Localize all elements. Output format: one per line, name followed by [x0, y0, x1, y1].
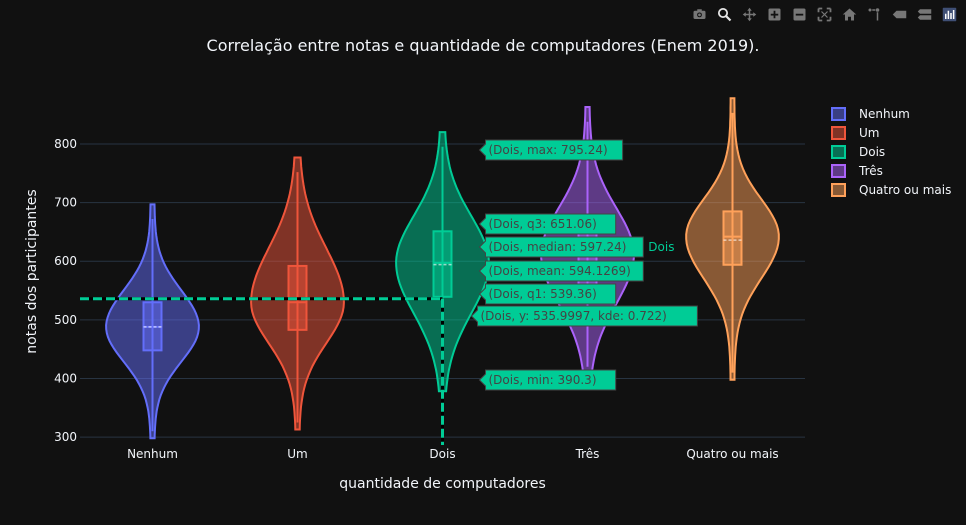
legend-swatch [831, 126, 846, 140]
violin-nenhum[interactable] [105, 203, 200, 440]
violin-um[interactable] [250, 156, 345, 431]
hover-label-text: (Dois, y: 535.9997, kde: 0.722) [481, 309, 667, 323]
hover-trace-name: Dois [648, 240, 674, 254]
violin-box [722, 210, 743, 266]
y-tick-label: 600 [54, 254, 77, 268]
hover-label: (Dois, q3: 651.06) [478, 213, 617, 235]
x-tick-label: Um [287, 447, 307, 461]
hover-label-text: (Dois, max: 795.24) [489, 143, 608, 157]
hover-label: (Dois, q1: 539.36) [478, 283, 617, 305]
y-tick-label: 800 [54, 137, 77, 151]
legend-swatch [831, 145, 846, 159]
hover-label-text: (Dois, mean: 594.1269) [489, 264, 631, 278]
y-tick-label: 400 [54, 372, 77, 386]
x-tick-label: Quatro ou mais [686, 447, 778, 461]
legend-label: Três [858, 164, 883, 178]
x-axis-title: quantidade de computadores [339, 476, 546, 492]
hover-label-kde: (Dois, y: 535.9997, kde: 0.722) [470, 305, 698, 327]
zoom-icon[interactable] [714, 4, 735, 24]
y-axis-title: notas dos participantes [24, 189, 40, 353]
legend-item-três[interactable]: Três [831, 164, 883, 178]
reset-axes-icon[interactable] [839, 4, 860, 24]
hover-label: (Dois, min: 390.3) [478, 369, 617, 391]
hover-label: (Dois, max: 795.24) [478, 139, 624, 161]
x-tick-label: Dois [429, 447, 455, 461]
hover-label-text: (Dois, median: 597.24) [489, 240, 627, 254]
legend-label: Dois [859, 145, 885, 159]
x-tick-label: Nenhum [127, 447, 178, 461]
pan-icon[interactable] [739, 4, 760, 24]
legend-label: Nenhum [859, 107, 910, 121]
zoom-in-icon[interactable] [764, 4, 785, 24]
legend-item-nenhum[interactable]: Nenhum [831, 107, 910, 121]
hover-label: (Dois, mean: 594.1269) [478, 260, 644, 282]
hover-compare-icon[interactable] [914, 4, 935, 24]
modebar [689, 4, 960, 24]
hover-label-text: (Dois, q1: 539.36) [489, 287, 597, 301]
hover-label-text: (Dois, min: 390.3) [489, 373, 597, 387]
y-tick-label: 300 [54, 430, 77, 444]
x-tick-label: Três [575, 447, 600, 461]
hover-label-text: (Dois, q3: 651.06) [489, 217, 597, 231]
plotly-logo-icon[interactable] [939, 4, 960, 24]
hover-closest-icon[interactable] [889, 4, 910, 24]
y-tick-label: 500 [54, 313, 77, 327]
chart-title: Correlação entre notas e quantidade de c… [207, 36, 760, 55]
zoom-out-icon[interactable] [789, 4, 810, 24]
legend-label: Um [859, 126, 879, 140]
legend-swatch [831, 164, 846, 178]
legend-item-dois[interactable]: Dois [831, 145, 885, 159]
legend-swatch [831, 107, 846, 121]
legend-label: Quatro ou mais [859, 183, 951, 197]
legend-item-um[interactable]: Um [831, 126, 879, 140]
autoscale-icon[interactable] [814, 4, 835, 24]
camera-icon[interactable] [689, 4, 710, 24]
y-tick-label: 700 [54, 196, 77, 210]
legend-item-quatro-ou-mais[interactable]: Quatro ou mais [831, 183, 951, 197]
hover-label: (Dois, median: 597.24) [478, 236, 644, 258]
spike-lines-icon[interactable] [864, 4, 885, 24]
violin-quatro-ou-mais[interactable] [685, 97, 780, 381]
legend-swatch [831, 183, 846, 197]
